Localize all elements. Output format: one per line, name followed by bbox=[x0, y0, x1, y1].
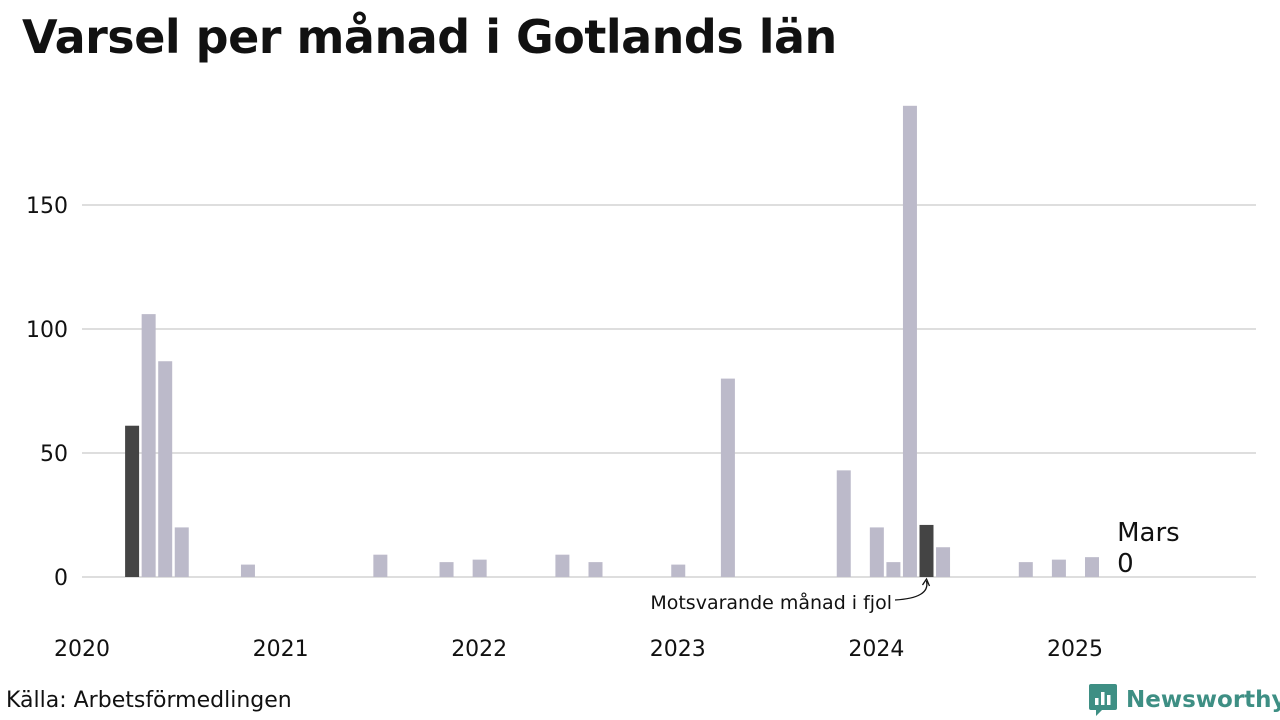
bar bbox=[1085, 557, 1099, 577]
y-axis-ticks: 0 50 100 150 bbox=[26, 194, 68, 591]
brand[interactable]: Newsworthy bbox=[1088, 682, 1280, 718]
bar bbox=[555, 554, 570, 577]
newsworthy-logo-icon bbox=[1089, 684, 1117, 716]
chart-title: Varsel per månad i Gotlands län bbox=[22, 10, 837, 64]
bar bbox=[936, 547, 951, 577]
annotation-arrow bbox=[894, 580, 928, 601]
x-tick-label: 2020 bbox=[54, 637, 110, 662]
bar bbox=[902, 105, 917, 578]
x-tick-label: 2025 bbox=[1047, 637, 1103, 662]
y-tick-label: 100 bbox=[26, 318, 68, 343]
bar bbox=[671, 564, 686, 577]
bar bbox=[720, 378, 735, 577]
bars bbox=[125, 105, 1099, 578]
y-tick-label: 0 bbox=[54, 566, 68, 591]
annotation-label: Motsvarande månad i fjol bbox=[650, 591, 892, 614]
bar bbox=[886, 562, 901, 577]
bar bbox=[1018, 562, 1033, 577]
current-value-label: 0 bbox=[1117, 549, 1134, 579]
bar bbox=[836, 470, 851, 577]
bar bbox=[240, 564, 255, 577]
bar bbox=[141, 314, 156, 577]
bar bbox=[373, 554, 388, 577]
brand-name: Newsworthy bbox=[1126, 687, 1280, 713]
y-tick-label: 50 bbox=[40, 442, 68, 467]
source-note: Källa: Arbetsförmedlingen bbox=[6, 688, 292, 713]
bar bbox=[472, 559, 487, 577]
bar bbox=[125, 425, 140, 577]
x-tick-label: 2022 bbox=[451, 637, 507, 662]
bar bbox=[158, 361, 173, 577]
gridlines bbox=[82, 204, 1256, 578]
bar bbox=[1051, 559, 1066, 577]
bar bbox=[869, 527, 884, 577]
y-tick-label: 150 bbox=[26, 194, 68, 219]
x-tick-label: 2021 bbox=[253, 637, 309, 662]
annotation-arrowhead bbox=[921, 577, 931, 587]
bar bbox=[174, 527, 189, 577]
x-tick-label: 2023 bbox=[650, 637, 706, 662]
x-axis-ticks: 2020 2021 2022 2023 2024 2025 bbox=[54, 637, 1103, 662]
bar bbox=[439, 562, 454, 577]
bar bbox=[919, 524, 934, 577]
bar bbox=[588, 562, 603, 577]
x-tick-label: 2024 bbox=[848, 637, 904, 662]
current-month-label: Mars bbox=[1117, 518, 1180, 548]
